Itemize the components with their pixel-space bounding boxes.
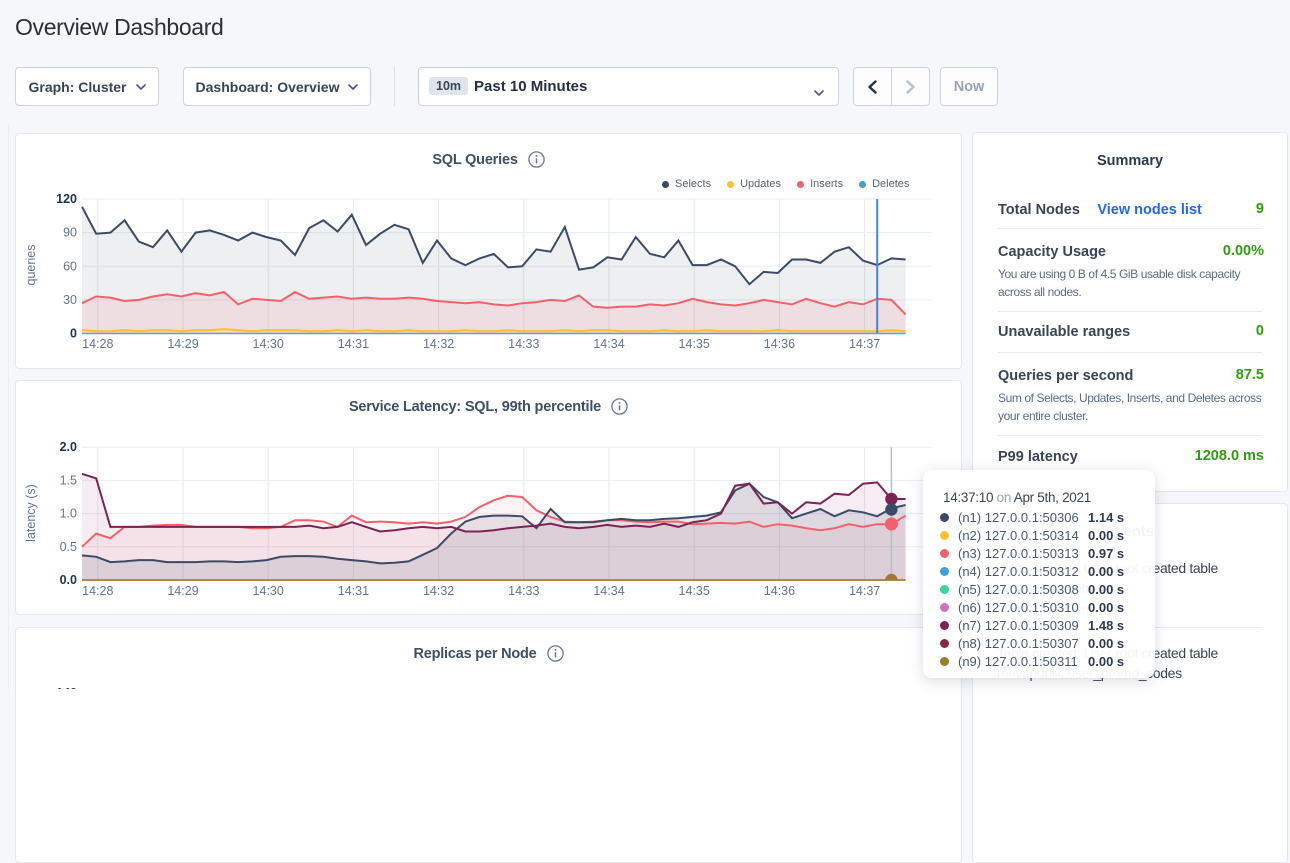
svg-text:0: 0: [70, 327, 77, 341]
svg-text:14:35: 14:35: [679, 337, 710, 351]
svg-text:latency (s): latency (s): [24, 484, 38, 542]
svg-text:14:31: 14:31: [338, 584, 369, 598]
svg-text:14:29: 14:29: [167, 337, 198, 351]
svg-text:1.5: 1.5: [60, 473, 77, 487]
svg-text:14:30: 14:30: [253, 337, 284, 351]
svg-text:14:32: 14:32: [423, 584, 454, 598]
svg-text:90: 90: [63, 226, 77, 240]
svg-text:14:28: 14:28: [82, 337, 113, 351]
svg-text:14:36: 14:36: [764, 584, 795, 598]
svg-text:14:37: 14:37: [849, 337, 880, 351]
svg-text:14:37: 14:37: [849, 584, 880, 598]
svg-text:14:31: 14:31: [338, 337, 369, 351]
svg-text:1.0: 1.0: [60, 507, 77, 521]
svg-text:30: 30: [63, 293, 77, 307]
svg-text:14:34: 14:34: [593, 584, 624, 598]
svg-text:0.0: 0.0: [60, 573, 77, 587]
svg-text:140: 140: [56, 686, 77, 689]
svg-text:14:35: 14:35: [679, 584, 710, 598]
svg-text:0.5: 0.5: [60, 540, 77, 554]
svg-text:14:33: 14:33: [508, 337, 539, 351]
svg-text:queries: queries: [24, 245, 38, 286]
svg-text:14:34: 14:34: [593, 337, 624, 351]
svg-text:14:36: 14:36: [764, 337, 795, 351]
svg-text:14:32: 14:32: [423, 337, 454, 351]
svg-text:14:33: 14:33: [508, 584, 539, 598]
svg-text:14:30: 14:30: [253, 584, 284, 598]
svg-text:2.0: 2.0: [60, 440, 77, 454]
svg-text:14:28: 14:28: [82, 584, 113, 598]
svg-text:120: 120: [56, 192, 77, 206]
svg-text:14:29: 14:29: [167, 584, 198, 598]
svg-text:60: 60: [63, 259, 77, 273]
